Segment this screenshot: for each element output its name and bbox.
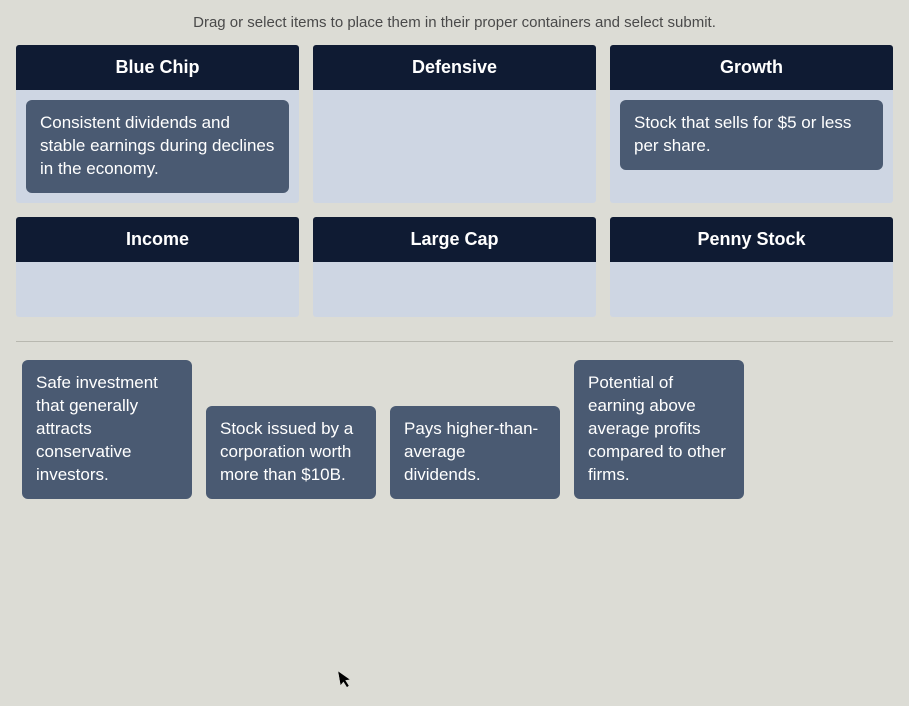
container-body-income[interactable] xyxy=(16,262,299,317)
container-header-blue-chip: Blue Chip xyxy=(16,45,299,90)
drop-container-large-cap[interactable]: Large Cap xyxy=(313,217,596,317)
container-body-penny-stock[interactable] xyxy=(610,262,893,317)
container-header-defensive: Defensive xyxy=(313,45,596,90)
drop-container-defensive[interactable]: Defensive xyxy=(313,45,596,203)
container-header-growth: Growth xyxy=(610,45,893,90)
containers-grid: Blue Chip Consistent dividends and stabl… xyxy=(10,45,899,317)
container-header-penny-stock: Penny Stock xyxy=(610,217,893,262)
section-divider xyxy=(16,341,893,342)
drop-container-penny-stock[interactable]: Penny Stock xyxy=(610,217,893,317)
instructions-text: Drag or select items to place them in th… xyxy=(10,10,899,45)
card-pool: Safe investment that generally attracts … xyxy=(10,360,899,499)
drop-container-growth[interactable]: Growth Stock that sells for $5 or less p… xyxy=(610,45,893,203)
container-body-defensive[interactable] xyxy=(313,90,596,203)
container-body-growth[interactable]: Stock that sells for $5 or less per shar… xyxy=(610,90,893,203)
container-body-blue-chip[interactable]: Consistent dividends and stable earnings… xyxy=(16,90,299,203)
card-item[interactable]: Potential of earning above average profi… xyxy=(574,360,744,499)
container-header-large-cap: Large Cap xyxy=(313,217,596,262)
card-item[interactable]: Safe investment that generally attracts … xyxy=(22,360,192,499)
container-body-large-cap[interactable] xyxy=(313,262,596,317)
drop-container-income[interactable]: Income xyxy=(16,217,299,317)
card-item[interactable]: Stock that sells for $5 or less per shar… xyxy=(620,100,883,170)
drop-container-blue-chip[interactable]: Blue Chip Consistent dividends and stabl… xyxy=(16,45,299,203)
card-item[interactable]: Stock issued by a corporation worth more… xyxy=(206,406,376,499)
container-header-income: Income xyxy=(16,217,299,262)
card-item[interactable]: Pays higher-than-average dividends. xyxy=(390,406,560,499)
cursor-icon xyxy=(338,669,356,694)
card-item[interactable]: Consistent dividends and stable earnings… xyxy=(26,100,289,193)
